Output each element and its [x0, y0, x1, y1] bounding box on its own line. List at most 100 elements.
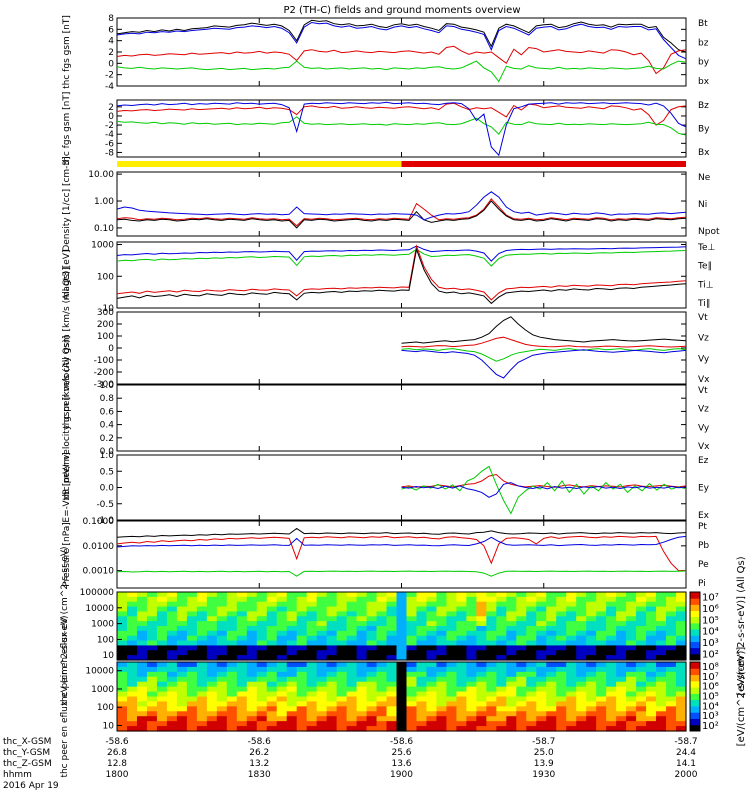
series-Ex — [401, 482, 687, 498]
spectrogram-cell — [386, 626, 398, 632]
spectrogram-cell — [166, 666, 178, 673]
spectrogram-cell — [246, 721, 258, 727]
series-Ne — [116, 198, 687, 227]
colorbar-tick-label: 10⁷ — [702, 672, 719, 683]
spectrogram-cell — [136, 671, 148, 678]
y-tick-label: 1.00 — [94, 197, 114, 207]
spectrogram-cell — [436, 630, 448, 637]
spectrogram-cell — [526, 711, 537, 717]
spectrogram-cell — [356, 601, 368, 608]
spectrogram-cell — [406, 630, 418, 637]
spectrogram-cell — [196, 662, 208, 668]
colorbar-tick-label: 10² — [702, 649, 719, 660]
spectrogram-cell — [146, 666, 158, 673]
spectrogram-cell — [166, 662, 178, 668]
spectrogram-cell — [646, 686, 657, 693]
spectrogram-cell — [146, 606, 158, 613]
spectrogram-cell — [246, 635, 258, 642]
spectrogram-cell — [266, 645, 278, 651]
legend-Te⊥: Te⊥ — [697, 243, 716, 253]
spectrogram-cell — [526, 681, 537, 688]
spectrogram-cell — [576, 626, 587, 632]
legend-Te∥: Te∥ — [697, 262, 712, 272]
spectrogram-cell — [206, 611, 218, 617]
spectrogram-cell — [496, 611, 507, 617]
spectrogram-cell — [376, 611, 388, 617]
spectrogram-cell — [636, 676, 647, 683]
spectrogram-cell — [396, 721, 408, 727]
y-tick-label: -4 — [105, 82, 114, 92]
spectrogram-cell — [386, 681, 398, 688]
spectrogram-cell — [166, 645, 178, 651]
spectrogram-cell — [576, 662, 587, 668]
spectrogram-cell — [326, 596, 338, 603]
spectrogram-cell — [246, 592, 258, 598]
spectrogram-cell — [376, 671, 388, 678]
spectrogram-cell — [506, 681, 517, 688]
spectrogram-cell — [316, 611, 328, 617]
spectrogram-cell — [656, 596, 667, 603]
spectrogram-cell — [306, 640, 318, 647]
spectrogram-cell — [216, 662, 228, 668]
spectrogram-cell — [426, 626, 438, 632]
spectrogram-cell — [206, 640, 218, 647]
legend-Vy: Vy — [698, 423, 710, 433]
spectrogram-cell — [416, 711, 428, 717]
spectrogram-cell — [386, 616, 398, 622]
spectrogram-cell — [266, 630, 278, 637]
spectrogram-cell — [576, 650, 587, 656]
spectrogram-cell — [306, 596, 318, 603]
spectrogram-cell — [586, 601, 597, 608]
spectrogram-cell — [166, 676, 178, 683]
spectrogram-cell — [486, 711, 497, 717]
spectrogram-cell — [276, 645, 288, 651]
spectrogram-cell — [117, 592, 128, 598]
spectrogram-cell — [206, 701, 218, 707]
spectrogram-cell — [256, 640, 268, 647]
legend-Ti∥: Ti∥ — [697, 299, 710, 309]
y-tick-label: 1000 — [91, 241, 114, 251]
spectrogram-cell — [296, 706, 308, 712]
spectrogram-cell — [456, 640, 467, 647]
spectrogram-cell — [596, 592, 607, 598]
spectrogram-cell — [506, 601, 517, 608]
spectrogram-cell — [416, 706, 428, 712]
spectrogram-cell — [336, 662, 348, 668]
spectrogram-cell — [386, 662, 398, 668]
spectrogram-cell — [476, 640, 487, 647]
spectrogram-cell — [596, 635, 607, 642]
spectrogram-cell — [216, 655, 228, 661]
spectrogram-cell — [306, 726, 318, 732]
spectrogram-cell — [136, 616, 148, 622]
spectrogram-cell — [446, 616, 458, 622]
spectrogram-cell — [316, 721, 328, 727]
spectrogram-cell — [566, 726, 577, 732]
panel-frame — [116, 171, 687, 237]
spectrogram-cell — [316, 681, 328, 688]
spectrogram-cell — [246, 691, 258, 698]
spectrogram-cell — [636, 701, 647, 707]
spectrogram-cell — [386, 650, 398, 656]
spectrogram-cell — [506, 645, 517, 651]
spectrogram-cell — [656, 716, 667, 722]
spectrogram-cell — [246, 666, 258, 673]
spectrogram-cell — [646, 721, 657, 727]
spectrogram-cell — [346, 601, 358, 608]
spectrogram-cell — [586, 716, 597, 722]
spectrogram-cell — [206, 696, 218, 703]
spectrogram-cell — [616, 671, 627, 678]
spectrogram-cell — [436, 726, 448, 732]
spectrogram-cell — [246, 601, 258, 608]
spectrogram-cell — [446, 671, 458, 678]
spectrogram-cell — [286, 650, 298, 656]
spectrogram-cell — [216, 635, 228, 642]
spectrogram-cell — [286, 616, 298, 622]
spectrogram-cell — [326, 616, 338, 622]
spectrogram-cell — [566, 635, 577, 642]
spectrogram-cell — [256, 691, 268, 698]
spectrogram-cell — [376, 650, 388, 656]
spectrogram-cell — [676, 611, 687, 617]
spectrogram-cell — [117, 635, 128, 642]
spectrogram-cell — [356, 611, 368, 617]
